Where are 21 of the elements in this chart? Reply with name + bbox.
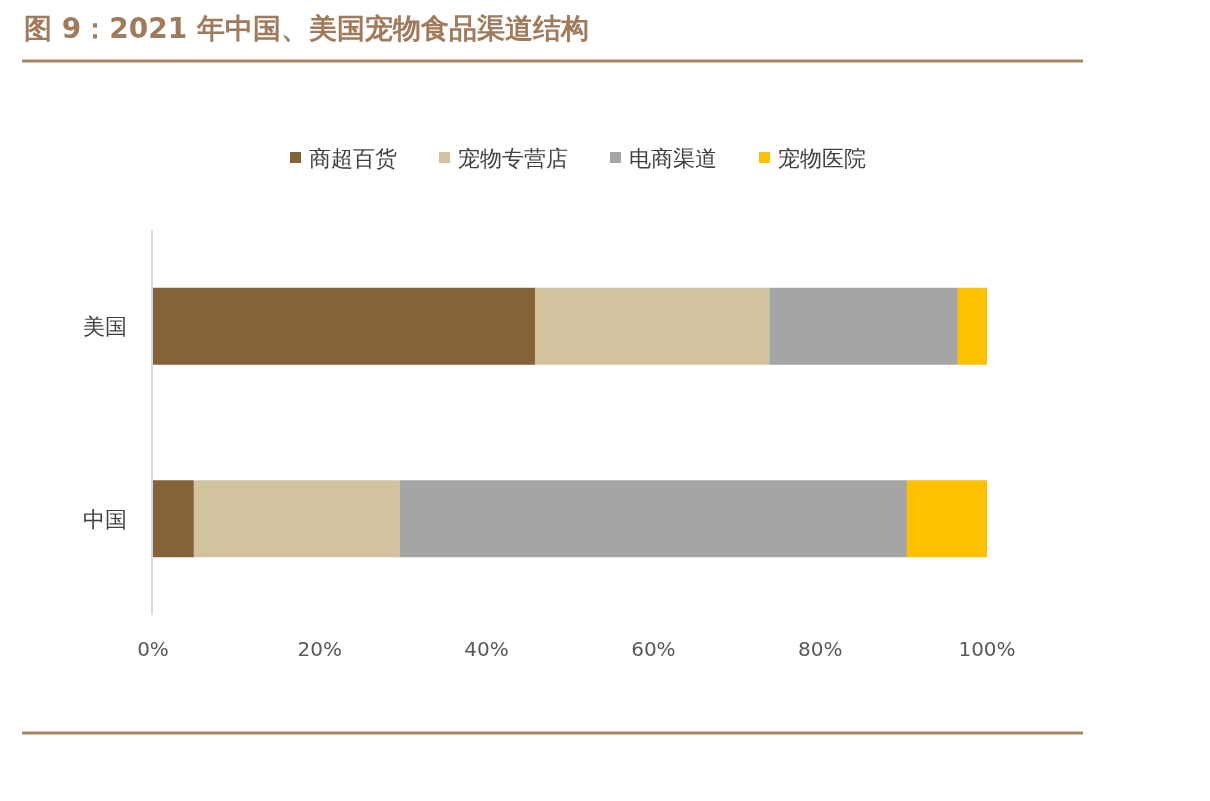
bar (769, 287, 958, 365)
x-tick-label: 100% (958, 637, 1016, 661)
y-tick-label: 中国 (83, 506, 127, 532)
legend-label: 宠物医院 (778, 146, 866, 171)
x-tick-label: 60% (631, 637, 676, 661)
y-tick-label: 美国 (83, 314, 127, 340)
x-tick-label: 20% (297, 637, 343, 661)
bar (957, 287, 987, 365)
x-tick-label: 0% (137, 637, 169, 661)
chart-title: 图 9：2021 年中国、美国宠物食品渠道结构 (24, 12, 589, 45)
legend-label: 宠物专营店 (458, 146, 568, 171)
legend-label: 商超百货 (309, 146, 397, 171)
bar (153, 480, 194, 558)
bar (534, 287, 770, 365)
bar (906, 480, 987, 558)
x-tick-label: 80% (797, 637, 843, 661)
legend-label: 电商渠道 (629, 146, 717, 171)
bar (193, 480, 400, 558)
bar (399, 480, 907, 558)
bar (153, 287, 535, 365)
x-tick-label: 40% (464, 637, 509, 661)
